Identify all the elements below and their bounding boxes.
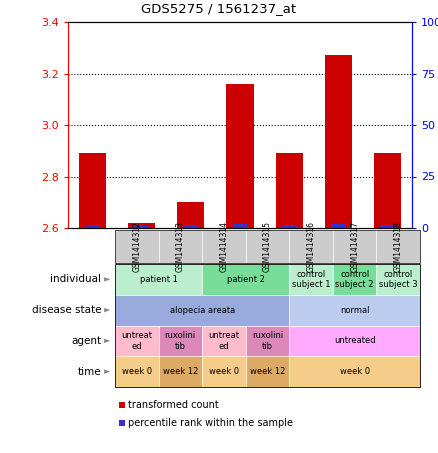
Text: time: time	[78, 366, 101, 376]
Polygon shape	[104, 339, 110, 343]
Bar	[128, 223, 155, 228]
Text: GSM1414318: GSM1414318	[394, 221, 403, 272]
Bar	[282, 225, 297, 226]
Text: week 0: week 0	[339, 367, 370, 376]
Text: untreat
ed: untreat ed	[208, 331, 240, 351]
Bar	[325, 55, 352, 228]
Text: individual: individual	[50, 275, 101, 284]
Text: patient 1: patient 1	[140, 275, 177, 284]
Polygon shape	[104, 277, 110, 282]
Text: untreated: untreated	[334, 337, 375, 345]
Text: GDS5275 / 1561237_at: GDS5275 / 1561237_at	[141, 2, 297, 15]
Text: week 12: week 12	[250, 367, 285, 376]
Text: GSM1414316: GSM1414316	[307, 221, 315, 272]
Text: agent: agent	[71, 336, 101, 346]
Text: GSM1414315: GSM1414315	[263, 221, 272, 272]
Bar	[276, 153, 303, 228]
Bar	[374, 153, 401, 228]
Text: GSM1414314: GSM1414314	[219, 221, 229, 272]
Text: ruxolini
tib: ruxolini tib	[165, 331, 196, 351]
Polygon shape	[104, 308, 110, 312]
Bar	[85, 225, 100, 226]
Text: normal: normal	[340, 306, 369, 315]
Text: week 0: week 0	[122, 367, 152, 376]
Text: alopecia areata: alopecia areata	[170, 306, 235, 315]
Polygon shape	[104, 370, 110, 374]
Text: untreat
ed: untreat ed	[121, 331, 152, 351]
Text: GSM1414317: GSM1414317	[350, 221, 359, 272]
Text: control
subject 1: control subject 1	[292, 270, 330, 289]
Bar	[79, 153, 106, 228]
Text: ruxolini
tib: ruxolini tib	[252, 331, 283, 351]
Bar	[226, 84, 254, 228]
Text: patient 2: patient 2	[227, 275, 265, 284]
Bar	[177, 202, 205, 228]
Text: GSM1414312: GSM1414312	[132, 221, 141, 272]
Text: control
subject 3: control subject 3	[379, 270, 417, 289]
Text: week 12: week 12	[162, 367, 198, 376]
Text: control
subject 2: control subject 2	[336, 270, 374, 289]
Text: percentile rank within the sample: percentile rank within the sample	[128, 418, 293, 428]
Bar	[233, 225, 247, 226]
Text: week 0: week 0	[209, 367, 239, 376]
Text: transformed count: transformed count	[128, 400, 219, 410]
Bar	[331, 225, 346, 226]
Text: disease state: disease state	[32, 305, 101, 315]
Bar	[380, 225, 395, 226]
Bar	[184, 225, 198, 226]
Text: GSM1414313: GSM1414313	[176, 221, 185, 272]
